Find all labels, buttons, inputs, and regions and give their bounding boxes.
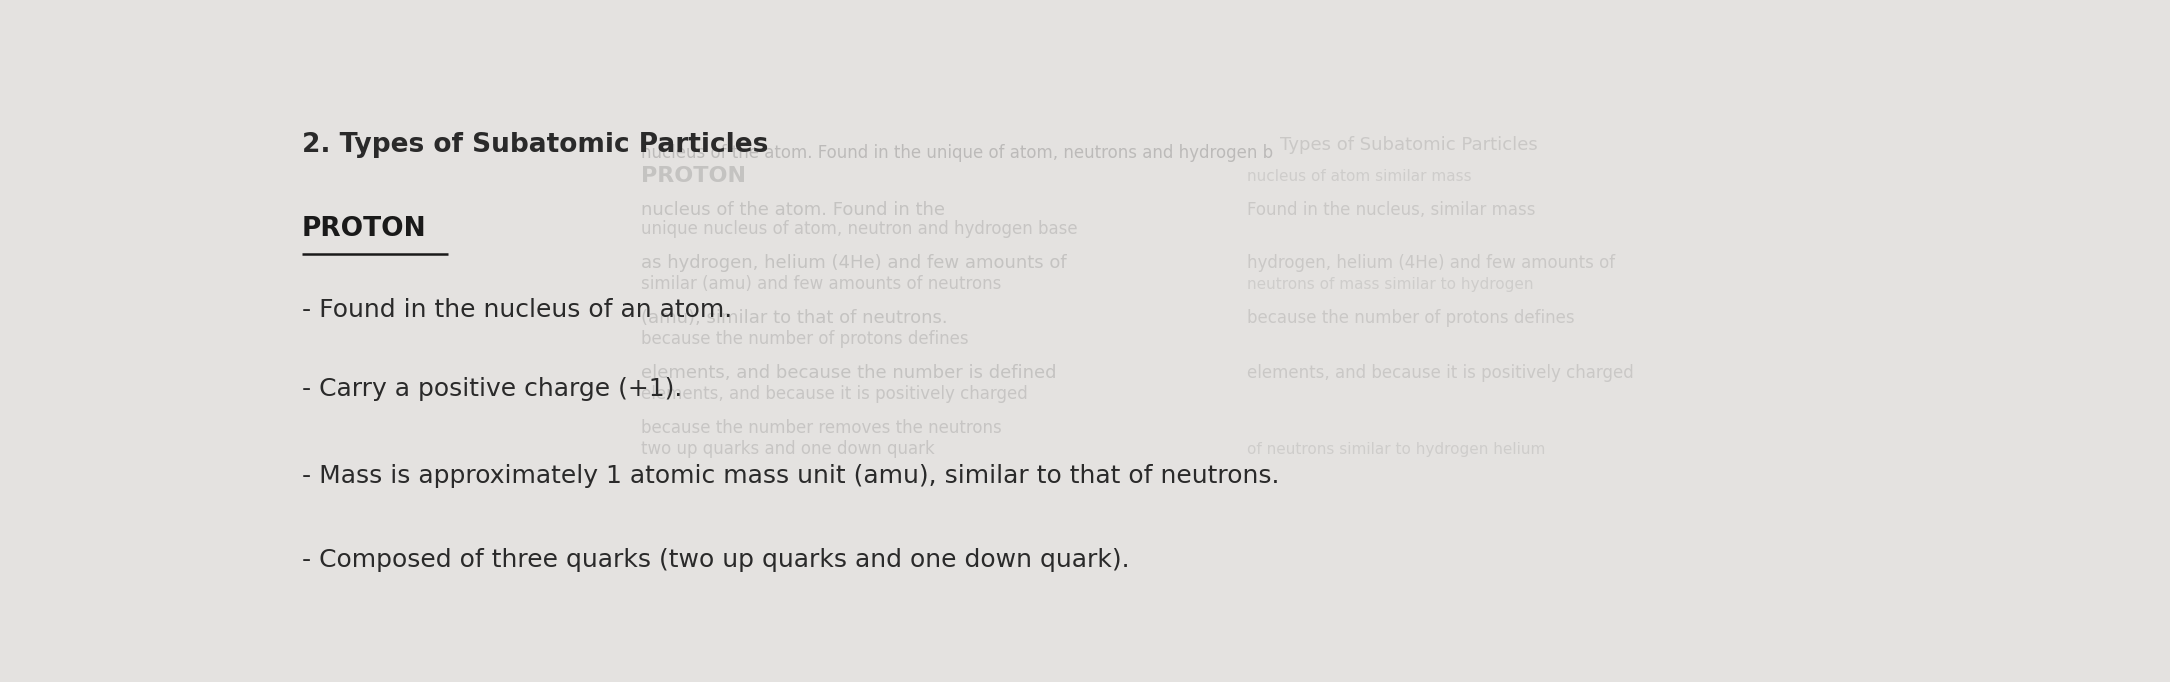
Text: as hydrogen, helium (4He) and few amounts of: as hydrogen, helium (4He) and few amount… [642,254,1068,272]
Text: because the number removes the neutrons: because the number removes the neutrons [642,419,1003,437]
Text: PROTON: PROTON [642,166,746,186]
Text: two up quarks and one down quark: two up quarks and one down quark [642,441,935,458]
Text: Found in the nucleus, similar mass: Found in the nucleus, similar mass [1246,201,1534,220]
Text: elements, and because the number is defined: elements, and because the number is defi… [642,364,1057,383]
Text: - Carry a positive charge (+1).: - Carry a positive charge (+1). [302,377,681,401]
Text: hydrogen, helium (4He) and few amounts of: hydrogen, helium (4He) and few amounts o… [1246,254,1614,272]
Text: - Composed of three quarks (two up quarks and one down quark).: - Composed of three quarks (two up quark… [302,548,1128,572]
Text: unique nucleus of atom, neutron and hydrogen base: unique nucleus of atom, neutron and hydr… [642,220,1078,238]
Text: nucleus of atom similar mass: nucleus of atom similar mass [1246,169,1471,184]
Text: because the number of protons defines: because the number of protons defines [642,330,968,348]
Text: of neutrons similar to hydrogen helium: of neutrons similar to hydrogen helium [1246,442,1545,457]
Text: PROTON: PROTON [302,216,425,242]
Text: - Found in the nucleus of an atom.: - Found in the nucleus of an atom. [302,298,731,323]
Text: elements, and because it is positively charged: elements, and because it is positively c… [1246,364,1634,383]
Text: neutrons of mass similar to hydrogen: neutrons of mass similar to hydrogen [1246,276,1534,291]
Text: because the number of protons defines: because the number of protons defines [1246,309,1573,327]
Text: nucleus of the atom. Found in the unique of atom, neutrons and hydrogen b: nucleus of the atom. Found in the unique… [642,144,1274,162]
Text: - Mass is approximately 1 atomic mass unit (amu), similar to that of neutrons.: - Mass is approximately 1 atomic mass un… [302,464,1278,488]
Text: (amu), similar to that of neutrons.: (amu), similar to that of neutrons. [642,309,948,327]
Text: 2. Types of Subatomic Particles: 2. Types of Subatomic Particles [302,132,768,158]
Text: Types of Subatomic Particles: Types of Subatomic Particles [1280,136,1539,154]
Text: similar (amu) and few amounts of neutrons: similar (amu) and few amounts of neutron… [642,275,1003,293]
Text: elements, and because it is positively charged: elements, and because it is positively c… [642,385,1029,403]
Text: nucleus of the atom. Found in the: nucleus of the atom. Found in the [642,201,946,220]
